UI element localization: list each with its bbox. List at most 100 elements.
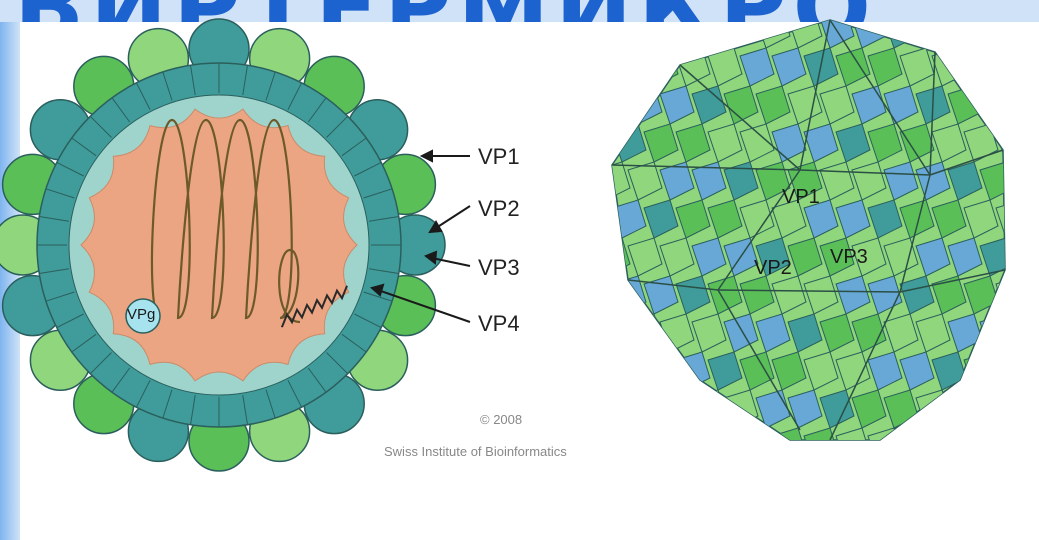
- surface-tile: [739, 123, 775, 163]
- surface-tile: [627, 20, 663, 49]
- surface-label-vp1: VP1: [782, 186, 820, 208]
- capsid-segment-line: [111, 367, 131, 393]
- surface-tile: [803, 351, 839, 391]
- surface-tile: [612, 351, 647, 391]
- capsid-segment-line: [45, 291, 75, 302]
- surface-label-vp2: VP2: [754, 257, 792, 279]
- surface-tile: [1028, 428, 1039, 466]
- surface-tile: [963, 427, 999, 440]
- capsid-segment-line: [326, 352, 349, 375]
- surface-tile: [659, 237, 695, 277]
- surface-tile: [675, 199, 711, 239]
- capsid-segment-line: [287, 380, 303, 408]
- capsid-segment-line: [265, 389, 276, 419]
- surface-tile: [612, 20, 631, 49]
- surface-tile: [659, 161, 695, 201]
- surface-tile: [883, 313, 919, 353]
- surface-tile: [851, 85, 887, 125]
- credit-institute: Swiss Institute of Bioinformatics: [384, 444, 567, 459]
- capsid-segment-line: [162, 71, 173, 101]
- capsid-cross-section: [0, 18, 446, 472]
- capsid-segment-line: [354, 161, 382, 177]
- surface-tile: [1012, 238, 1039, 276]
- surface-tile: [947, 161, 983, 201]
- capsid-segment-line: [341, 137, 367, 157]
- surface-tile: [612, 47, 647, 87]
- capsid-segment-line: [56, 313, 84, 329]
- surface-tile: [755, 313, 791, 353]
- surface-tile: [755, 161, 791, 201]
- surface-tile: [835, 199, 871, 239]
- surface-tile: [867, 351, 903, 391]
- surface-tile: [691, 313, 727, 353]
- label-vp3: VP3: [478, 255, 520, 280]
- surface-tile: [995, 47, 1005, 87]
- surface-tile: [739, 351, 775, 391]
- surface-tile: [707, 123, 743, 163]
- capsid-segment-line: [71, 137, 97, 157]
- capsid-segment-line: [89, 352, 112, 375]
- surface-tile: [803, 123, 839, 163]
- capsid-segment-line: [135, 82, 151, 110]
- capsid-segment-line: [307, 97, 327, 123]
- surface-tile: [819, 389, 855, 429]
- capsid-segment-line: [363, 291, 393, 302]
- surface-tile: [947, 20, 983, 49]
- capsid-segment-line: [287, 82, 303, 110]
- capsid-segment-line: [369, 216, 399, 222]
- capsid-segment-line: [307, 367, 327, 393]
- surface-tile: [979, 20, 1005, 49]
- surface-tile: [612, 85, 631, 125]
- capsid-segment-line: [190, 65, 196, 95]
- surface-tile: [771, 351, 807, 391]
- surface-tile: [707, 199, 743, 239]
- vp3-arrowhead: [424, 250, 438, 265]
- surface-tile: [883, 237, 919, 277]
- vp4-pointer: [377, 289, 471, 323]
- surface-tile: [1028, 200, 1039, 238]
- vpg-marker: [125, 298, 161, 334]
- surface-tile: [771, 275, 807, 315]
- surface-tile: [755, 85, 791, 125]
- rna-genome-strand: [150, 118, 301, 324]
- surface-tile: [947, 237, 983, 277]
- surface-tile: [723, 20, 759, 49]
- capsid-segment-line: [341, 333, 367, 353]
- surface-tile: [963, 199, 999, 239]
- capsid-surface-view: [611, 19, 1039, 466]
- surface-tile: [851, 389, 887, 429]
- surface-tile: [787, 389, 823, 429]
- watermark-text: ВИРТЕРМИКРО: [14, 0, 877, 22]
- surface-tile: [739, 275, 775, 315]
- capsid-segment-line: [39, 216, 69, 222]
- capsid-segment-line: [111, 97, 131, 123]
- surface-tile: [851, 161, 887, 201]
- surface-tile: [1028, 352, 1039, 390]
- surface-tile: [835, 275, 871, 315]
- surface-tile: [931, 427, 967, 440]
- capsid-segment-line: [190, 395, 196, 425]
- capsid-segment-line: [45, 188, 75, 199]
- surface-tile: [819, 313, 855, 353]
- vp1-arrowhead: [419, 149, 433, 163]
- surface-tile: [643, 351, 679, 391]
- surface-tile: [803, 427, 839, 440]
- capsid-segment-line: [162, 389, 173, 419]
- surface-tile: [675, 275, 711, 315]
- surface-tile: [691, 85, 727, 125]
- vp3-pointer: [431, 257, 471, 267]
- surface-tile: [787, 237, 823, 277]
- surface-tile: [963, 47, 999, 87]
- surface-tile: [739, 427, 775, 440]
- icosahedral-edges: [612, 20, 1005, 440]
- capsid-segment-line: [242, 395, 248, 425]
- surface-tile: [819, 237, 855, 277]
- surface-tile: [627, 161, 663, 201]
- surface-tile: [979, 85, 1005, 125]
- surface-tile: [675, 123, 711, 163]
- label-vp4: VP4: [478, 311, 520, 336]
- surface-tile: [899, 199, 935, 239]
- surface-tile: [1012, 86, 1039, 124]
- surface-tile: [995, 427, 1005, 440]
